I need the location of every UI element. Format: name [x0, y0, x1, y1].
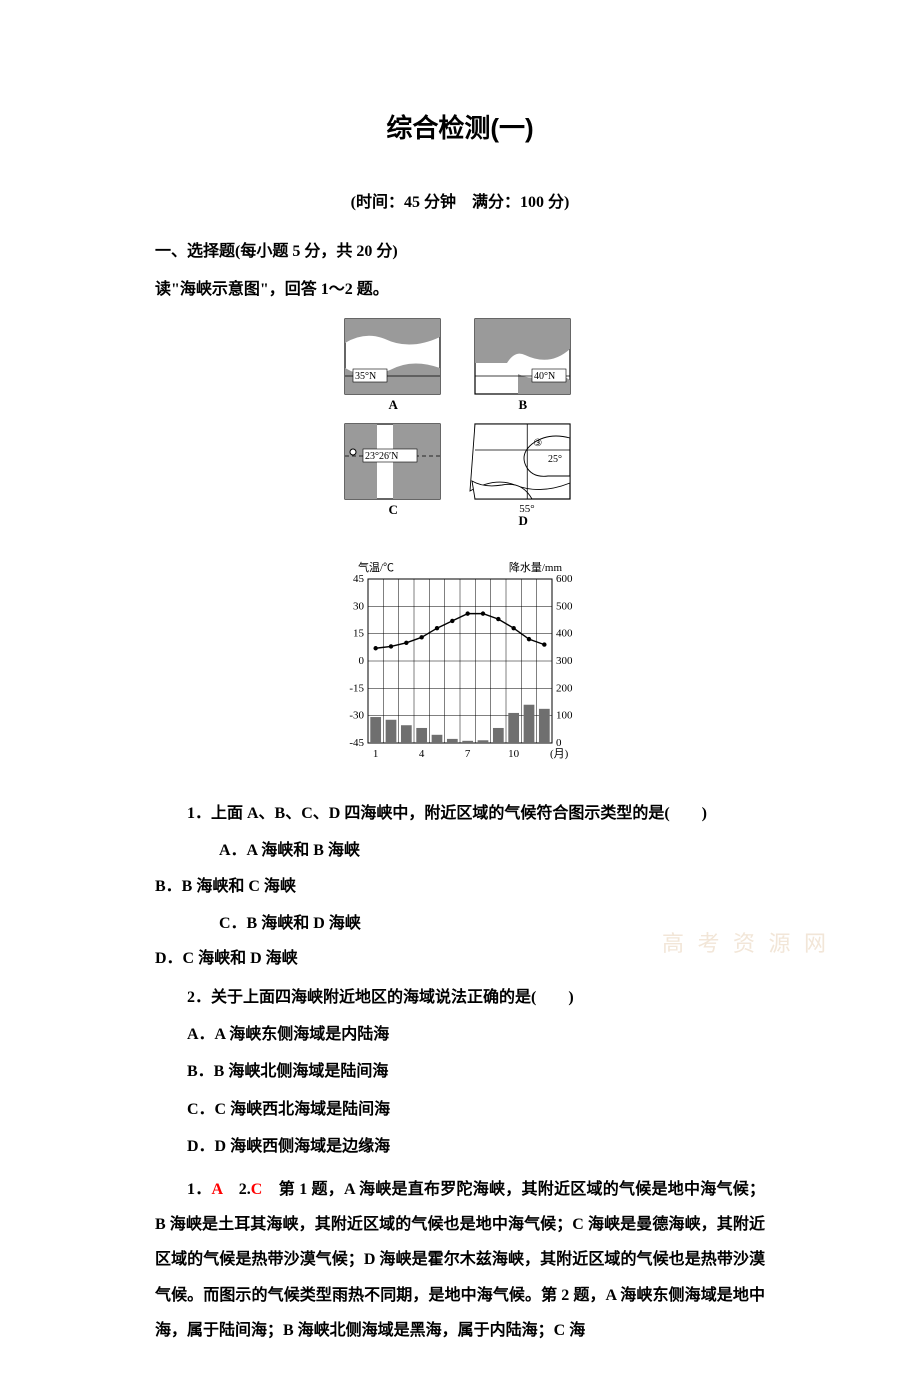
- answer-explanation: 1．A 2.C 第 1 题，A 海峡是直布罗陀海峡，其附近区域的气候是地中海气候…: [155, 1172, 765, 1348]
- q1-options-row1: A．A 海峡和 B 海峡B．B 海峡和 C 海峡: [155, 833, 765, 903]
- section-heading: 一、选择题(每小题 5 分，共 20 分): [155, 234, 765, 269]
- question-1: 1．上面 A、B、C、D 四海峡中，附近区域的气候符合图示类型的是( ): [155, 796, 765, 831]
- svg-text:600: 600: [556, 573, 573, 585]
- q1-optB: B．B 海峡和 C 海峡: [155, 869, 454, 904]
- svg-text:A: A: [389, 397, 399, 412]
- a1-key: A: [212, 1181, 223, 1198]
- svg-text:40°N: 40°N: [534, 371, 555, 382]
- svg-text:100: 100: [556, 710, 573, 722]
- svg-text:降水量/mm: 降水量/mm: [509, 560, 563, 574]
- q1-optC: C．B 海峡和 D 海峡: [187, 906, 486, 941]
- svg-text:4: 4: [419, 748, 425, 760]
- a2-key: C: [251, 1181, 263, 1198]
- svg-text:200: 200: [556, 682, 573, 694]
- svg-text:23°26′N: 23°26′N: [365, 451, 398, 462]
- q2-optC: C．C 海峡西北海域是陆间海: [155, 1092, 765, 1127]
- q2-optD: D．D 海峡西侧海域是边缘海: [155, 1129, 765, 1164]
- q2-optA: A．A 海峡东侧海域是内陆海: [155, 1017, 765, 1052]
- svg-text:400: 400: [556, 628, 573, 640]
- question-2: 2．关于上面四海峡附近地区的海域说法正确的是( ): [155, 980, 765, 1015]
- strait-maps-svg: 35°NA40°NB23°26′NC③25°55°D: [330, 317, 590, 532]
- svg-text:35°N: 35°N: [355, 371, 376, 382]
- svg-text:7: 7: [465, 748, 471, 760]
- svg-text:15: 15: [353, 628, 365, 640]
- svg-text:1: 1: [373, 748, 379, 760]
- a1-label: 1．: [187, 1181, 212, 1198]
- q1-optA: A．A 海峡和 B 海峡: [187, 833, 486, 868]
- explanation-text: 第 1 题，A 海峡是直布罗陀海峡，其附近区域的气候是地中海气候；B 海峡是土耳…: [155, 1181, 765, 1339]
- svg-text:B: B: [519, 397, 528, 412]
- svg-text:25°: 25°: [548, 454, 562, 465]
- svg-text:0: 0: [359, 655, 365, 667]
- subtitle: (时间：45 分钟 满分：100 分): [155, 185, 765, 220]
- svg-text:③: ③: [533, 438, 542, 449]
- svg-text:45: 45: [353, 573, 365, 585]
- q1-optD: D．C 海峡和 D 海峡: [155, 941, 454, 976]
- svg-text:-45: -45: [349, 737, 364, 749]
- svg-text:C: C: [389, 502, 398, 517]
- q1-options-row2: C．B 海峡和 D 海峡D．C 海峡和 D 海峡: [155, 906, 765, 976]
- map-figure: 35°NA40°NB23°26′NC③25°55°D: [155, 317, 765, 545]
- svg-text:-15: -15: [349, 682, 364, 694]
- q2-optB: B．B 海峡北侧海域是陆间海: [155, 1054, 765, 1089]
- chart-figure: 气温/℃降水量/mm-45-30-15015304501002003004005…: [155, 559, 765, 782]
- a2-label: 2.: [222, 1181, 251, 1198]
- question-stem: 读"海峡示意图"，回答 1～2 题。: [155, 272, 765, 307]
- svg-text:气温/℃: 气温/℃: [358, 560, 394, 574]
- svg-text:10: 10: [508, 748, 520, 760]
- svg-text:500: 500: [556, 600, 573, 612]
- svg-text:300: 300: [556, 655, 573, 667]
- page-title: 综合检测(一): [155, 100, 765, 157]
- svg-text:-30: -30: [349, 710, 364, 722]
- svg-text:D: D: [519, 513, 528, 528]
- svg-text:30: 30: [353, 600, 365, 612]
- svg-text:(月): (月): [550, 748, 569, 760]
- climate-chart-svg: 气温/℃降水量/mm-45-30-15015304501002003004005…: [320, 559, 600, 769]
